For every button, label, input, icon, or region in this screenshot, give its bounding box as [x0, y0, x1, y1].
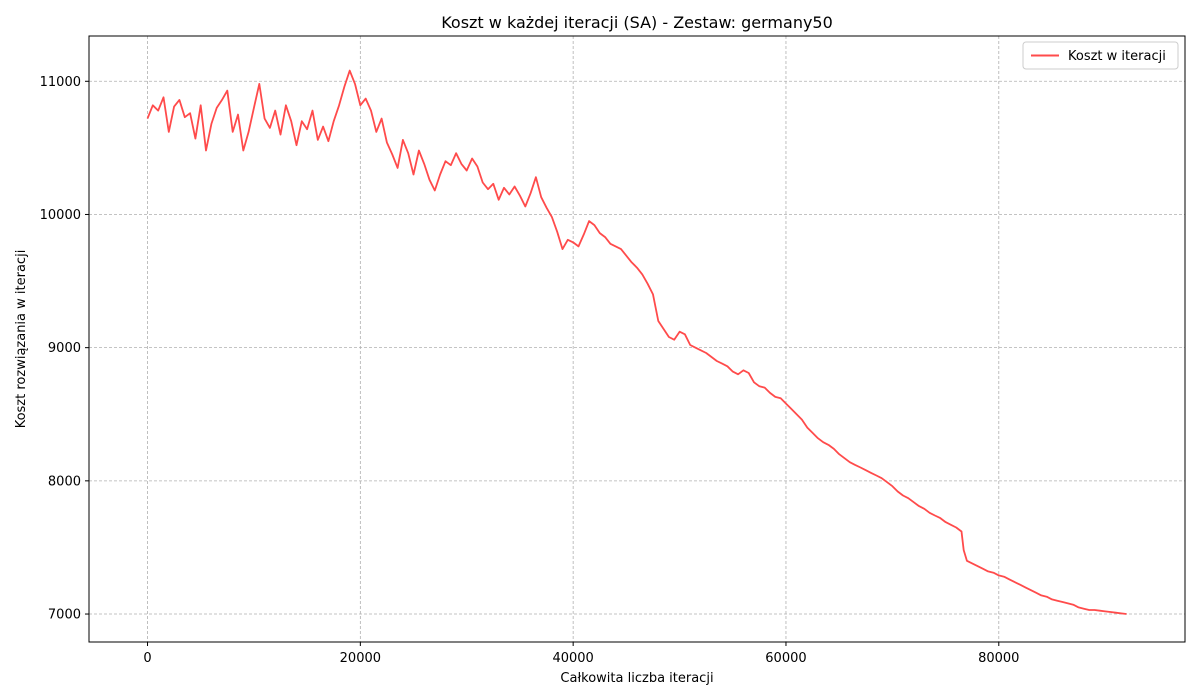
x-axis-title: Całkowita liczba iteracji	[560, 671, 713, 686]
y-axis-title: Koszt rozwiązania w iteracji	[14, 250, 29, 429]
y-tick-label: 11000	[40, 75, 81, 90]
x-tick-label: 80000	[978, 651, 1019, 666]
plot-frame	[88, 35, 1186, 643]
legend-label: Koszt w iteracji	[1068, 49, 1166, 64]
legend: Koszt w iteracji	[1022, 41, 1179, 70]
series-layer	[146, 69, 1127, 615]
y-tick-label: 10000	[40, 208, 81, 223]
x-tick-label: 40000	[552, 651, 593, 666]
y-axis: 7000 8000 9000 10000 11000	[40, 75, 89, 623]
y-tick-label: 9000	[48, 341, 81, 356]
x-tick-label: 20000	[340, 651, 381, 666]
y-tick-label: 8000	[48, 474, 81, 489]
x-tick-label: 60000	[765, 651, 806, 666]
chart-title: Koszt w każdej iteracji (SA) - Zestaw: g…	[441, 13, 833, 32]
y-tick-label: 7000	[48, 608, 81, 623]
x-axis: 0 20000 40000 60000 80000	[143, 642, 1019, 666]
series-line-koszt-w-iteracji	[146, 69, 1127, 615]
x-tick-label: 0	[143, 651, 151, 666]
grid-lines	[89, 36, 1185, 642]
legend-box	[1022, 41, 1179, 70]
